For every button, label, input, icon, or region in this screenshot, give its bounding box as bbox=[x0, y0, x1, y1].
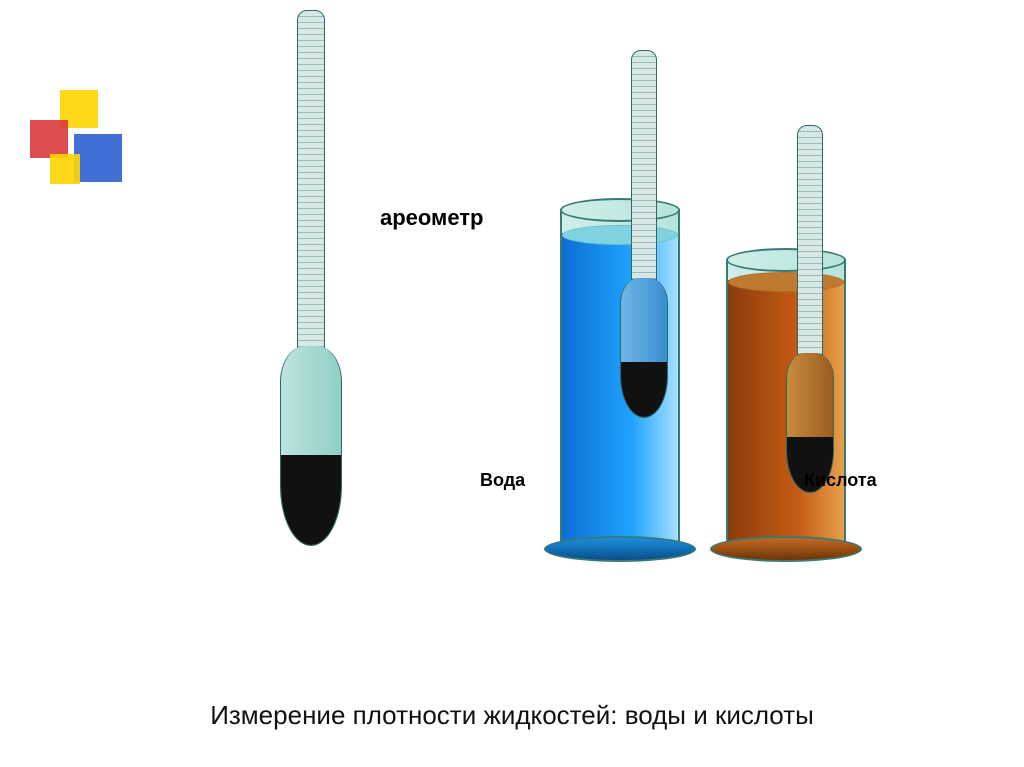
label-acid: Кислота bbox=[804, 470, 877, 491]
hydrometer-bulb bbox=[280, 346, 342, 546]
hydrometer-stem bbox=[631, 50, 657, 280]
decor-sq-4 bbox=[50, 154, 80, 184]
label-water: Вода bbox=[480, 470, 525, 491]
hydrometer-ballast bbox=[621, 362, 667, 417]
hydrometer-stem bbox=[297, 10, 325, 350]
decor-sq-2 bbox=[30, 120, 68, 158]
hydrometer-ballast bbox=[281, 455, 341, 545]
decor-sq-3 bbox=[74, 134, 122, 182]
hydrometer-in-acid bbox=[786, 125, 834, 493]
hydrometer-in-water bbox=[620, 50, 668, 418]
hydrometer-bulb bbox=[620, 278, 668, 418]
cylinder-base bbox=[544, 536, 696, 562]
cylinder-base bbox=[710, 536, 862, 562]
hydrometer-standalone bbox=[280, 10, 342, 546]
decorative-squares bbox=[30, 90, 140, 200]
diagram-stage: ареометр Вода Кислота bbox=[200, 0, 1000, 680]
caption: Измерение плотности жидкостей: воды и ки… bbox=[0, 700, 1024, 731]
hydrometer-stem bbox=[797, 125, 823, 355]
label-hydrometer: ареометр bbox=[380, 205, 484, 231]
